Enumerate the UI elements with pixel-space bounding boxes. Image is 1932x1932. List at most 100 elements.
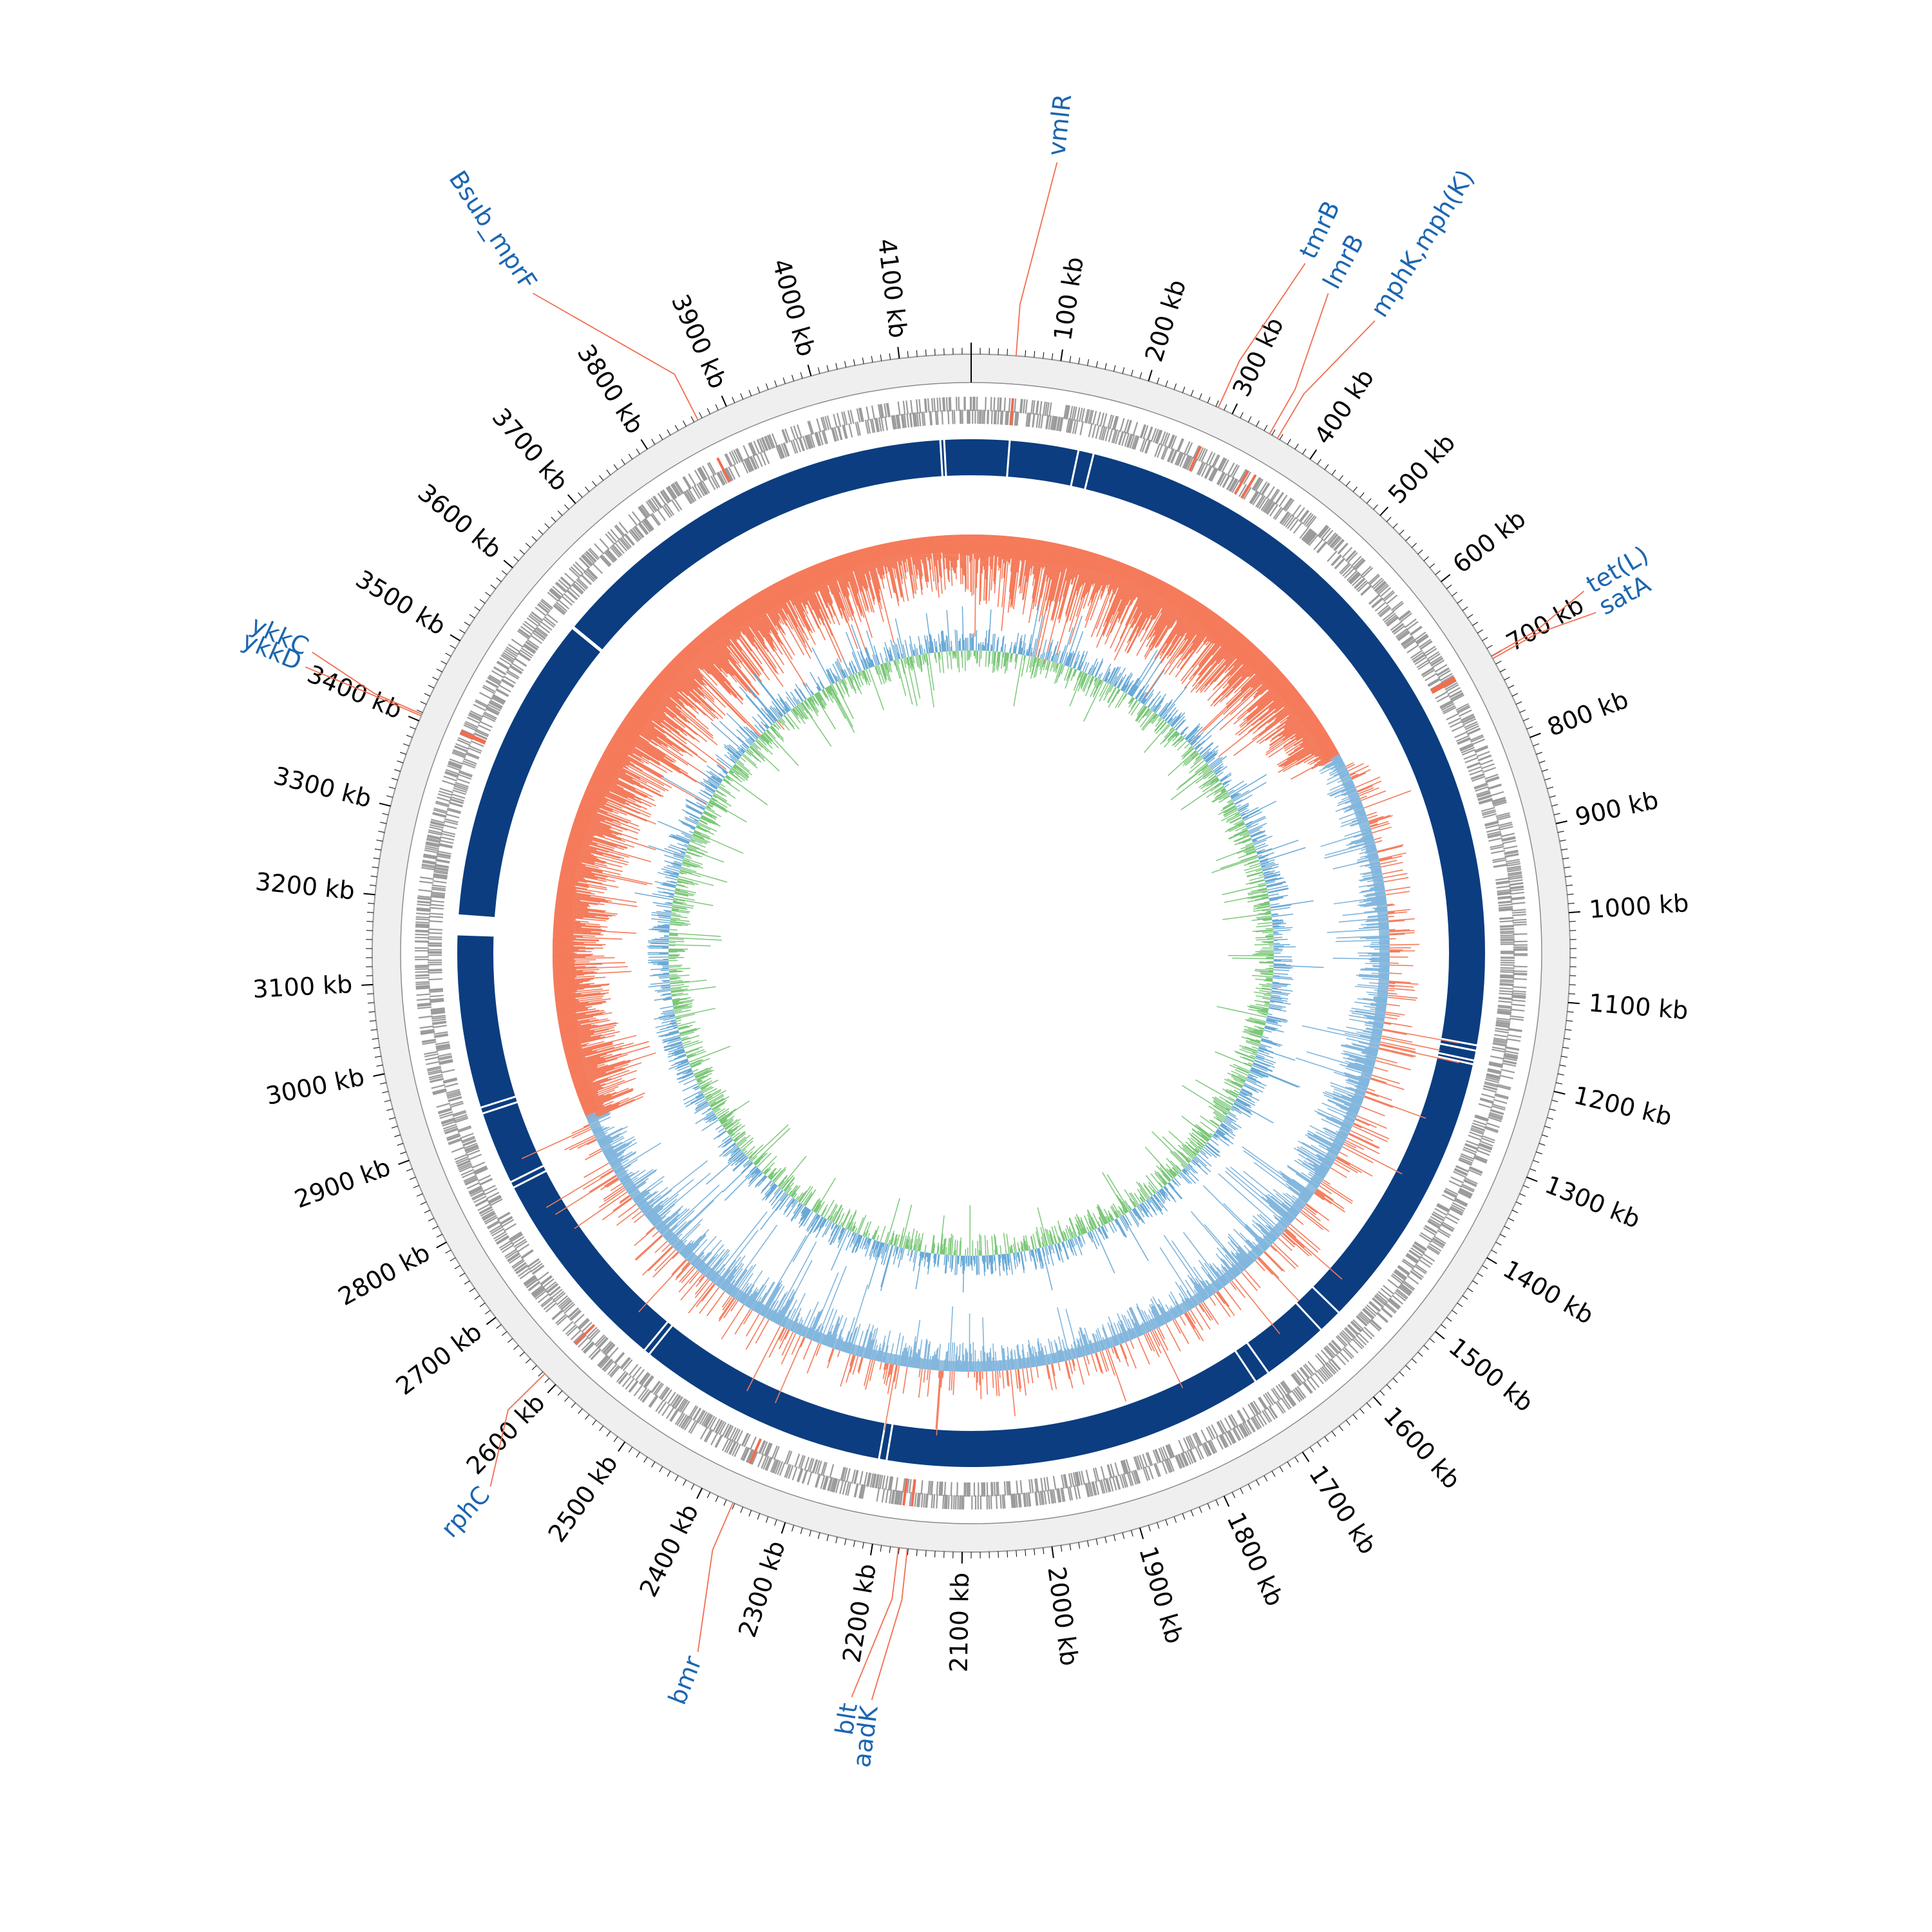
cds-feature xyxy=(589,1330,601,1341)
cds-feature xyxy=(1020,399,1023,413)
cds-feature xyxy=(1015,412,1018,426)
cds-feature xyxy=(1162,1446,1170,1460)
gc-content-bar xyxy=(926,1369,929,1380)
cds-feature xyxy=(1497,891,1511,894)
contig-gap xyxy=(480,1100,520,1115)
cds-feature xyxy=(601,1340,612,1352)
cds-feature xyxy=(1487,1068,1502,1073)
cds-feature xyxy=(586,568,598,580)
cds-feature xyxy=(495,688,509,697)
gc-content-bar xyxy=(1120,1343,1128,1359)
cds-feature xyxy=(455,1155,469,1163)
cds-feature xyxy=(692,486,701,499)
cds-feature xyxy=(1165,1444,1172,1459)
gc-content-bar xyxy=(837,1350,840,1358)
cds-feature xyxy=(1503,845,1518,850)
cds-feature xyxy=(457,1126,472,1133)
cds-feature xyxy=(955,397,958,412)
cds-feature xyxy=(468,744,482,752)
cds-feature xyxy=(605,533,616,545)
cds-feature xyxy=(855,422,860,437)
cds-feature xyxy=(948,397,951,412)
gc-content-bar xyxy=(1199,1303,1211,1321)
gc-content-bar xyxy=(1351,769,1371,779)
gc-content-bar xyxy=(923,1369,926,1383)
cds-feature xyxy=(1018,1493,1021,1508)
cds-feature xyxy=(1282,497,1292,510)
gc-content-bar xyxy=(1217,1291,1235,1316)
gc-content-bar xyxy=(840,1354,851,1387)
cds-feature xyxy=(699,481,708,495)
gc-content-bar xyxy=(1388,916,1394,918)
cds-feature xyxy=(1038,413,1041,428)
cds-feature xyxy=(1265,486,1275,499)
cds-feature xyxy=(1484,820,1499,826)
cds-feature xyxy=(1400,635,1414,645)
gc-content-bar xyxy=(1336,1157,1363,1173)
gc-content-bar xyxy=(601,1198,632,1221)
cds-feature xyxy=(1340,564,1352,575)
cds-feature xyxy=(1011,1493,1014,1508)
cds-feature xyxy=(1066,405,1070,420)
cds-feature xyxy=(542,1278,554,1289)
cds-feature xyxy=(1403,639,1417,650)
cds-feature xyxy=(1144,439,1151,453)
cds-feature xyxy=(453,1113,468,1120)
cds-feature xyxy=(929,1481,932,1495)
cds-feature xyxy=(1481,809,1496,815)
cds-feature xyxy=(421,1038,436,1043)
cds-feature xyxy=(428,971,442,974)
cds-feature xyxy=(1365,1306,1376,1317)
cds-feature xyxy=(1347,1325,1358,1336)
gc-content-bar xyxy=(1282,1232,1310,1256)
cds-feature xyxy=(544,1281,557,1291)
cds-feature xyxy=(499,1216,513,1225)
cds-feature xyxy=(1495,1025,1510,1028)
cds-feature xyxy=(578,1319,590,1331)
gc-content-bar xyxy=(784,1330,790,1340)
cds-feature xyxy=(1042,401,1046,416)
cds-feature xyxy=(1425,1224,1438,1234)
cds-feature xyxy=(475,1199,489,1207)
cds-feature xyxy=(418,889,433,893)
gc-content-bar xyxy=(1068,1359,1074,1374)
cds-feature xyxy=(1175,1454,1183,1469)
cds-feature xyxy=(533,630,546,640)
cds-feature xyxy=(991,1482,994,1497)
gc-content-bar xyxy=(1258,1256,1280,1279)
cds-feature xyxy=(551,1289,563,1299)
cds-feature xyxy=(475,730,489,737)
cds-feature xyxy=(1504,849,1519,854)
gc-content-bar xyxy=(1389,972,1402,974)
cds-feature xyxy=(661,505,671,518)
cds-feature xyxy=(1424,1225,1437,1235)
cds-feature xyxy=(1394,1269,1407,1280)
cds-feature xyxy=(554,603,567,614)
cds-feature xyxy=(905,400,909,415)
cds-feature xyxy=(835,1479,840,1493)
gc-content-bar xyxy=(1022,1368,1027,1396)
cds-feature xyxy=(899,1490,903,1506)
gc-content-bar xyxy=(1113,1347,1119,1359)
cds-feature xyxy=(1420,1232,1434,1241)
gc-content-bar xyxy=(722,1296,733,1311)
gc-content-bar xyxy=(1091,1354,1097,1372)
cds-feature xyxy=(580,555,592,567)
gc-content-bar xyxy=(778,1327,786,1340)
cds-feature xyxy=(493,666,507,675)
cds-feature xyxy=(848,423,853,438)
cds-feature xyxy=(465,1178,479,1186)
cds-feature xyxy=(1218,457,1226,471)
cds-feature xyxy=(432,1025,447,1028)
cds-feature xyxy=(999,397,1002,412)
cds-feature xyxy=(544,616,556,627)
cds-feature xyxy=(1335,1354,1347,1366)
cds-feature xyxy=(509,1231,522,1240)
gc-content-bar xyxy=(995,1370,998,1396)
cds-feature xyxy=(1497,895,1512,899)
gc-content-bar xyxy=(1257,1258,1273,1275)
cds-feature xyxy=(1509,1018,1524,1021)
cds-feature xyxy=(422,859,437,864)
cds-feature xyxy=(455,781,469,788)
cds-feature xyxy=(1268,1405,1278,1419)
